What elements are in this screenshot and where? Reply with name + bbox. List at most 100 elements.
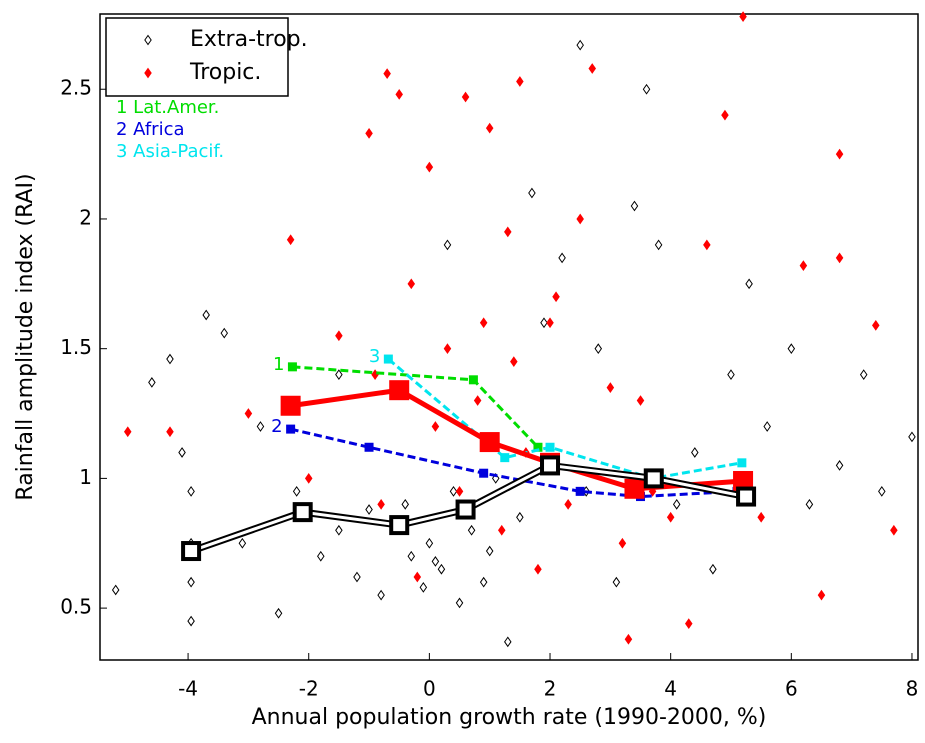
point <box>413 571 422 583</box>
y-axis-label: Rainfall amplitude index (RAI) <box>13 173 38 500</box>
point <box>594 343 603 355</box>
point <box>479 317 488 329</box>
line-marker <box>286 424 296 434</box>
point <box>111 584 120 596</box>
line-marker <box>383 354 393 364</box>
point <box>817 589 826 601</box>
y-tick-label: 2.5 <box>60 76 92 100</box>
point <box>148 377 156 388</box>
point <box>443 239 452 251</box>
line-marker <box>624 478 645 499</box>
line-marker <box>479 432 500 453</box>
point <box>491 473 500 484</box>
point <box>479 576 488 588</box>
point <box>890 524 898 536</box>
point <box>835 148 844 160</box>
line-marker <box>389 515 410 536</box>
series-label: 2 <box>271 416 282 437</box>
point <box>238 537 247 549</box>
point <box>335 524 343 536</box>
point <box>431 556 440 567</box>
x-tick-label: 2 <box>544 677 557 701</box>
point <box>528 187 536 199</box>
x-tick-label: 4 <box>664 677 677 701</box>
point <box>286 234 295 246</box>
point <box>425 161 434 173</box>
line-marker <box>455 499 476 520</box>
point <box>588 63 597 74</box>
point <box>709 563 717 575</box>
series-label: 3 <box>369 346 380 367</box>
point <box>636 395 645 406</box>
point <box>727 369 735 380</box>
point <box>449 485 458 497</box>
point <box>546 317 554 329</box>
point <box>187 576 195 588</box>
line-marker <box>287 362 297 372</box>
point <box>564 498 572 510</box>
point <box>461 91 470 103</box>
point <box>353 571 361 583</box>
point <box>618 537 627 549</box>
point <box>739 11 747 22</box>
line-marker <box>280 395 301 416</box>
y-tick-label: 1 <box>79 465 92 489</box>
x-tick-label: -4 <box>178 677 198 701</box>
line-marker <box>364 442 374 452</box>
point <box>745 278 753 290</box>
point <box>498 524 506 536</box>
line-marker <box>733 470 754 491</box>
x-tick-label: -2 <box>299 677 319 701</box>
line-marker <box>737 458 747 468</box>
point <box>317 550 325 562</box>
line-marker <box>736 486 757 507</box>
point <box>335 330 343 342</box>
point <box>437 563 446 575</box>
line <box>290 427 738 499</box>
point <box>455 485 464 497</box>
line-marker <box>540 455 561 476</box>
point <box>787 343 796 355</box>
point <box>485 122 494 134</box>
point <box>666 511 675 523</box>
x-tick-label: 0 <box>423 677 436 701</box>
y-tick-label: 0.5 <box>60 595 92 619</box>
point <box>516 511 524 523</box>
point <box>292 485 301 497</box>
point <box>443 343 452 355</box>
point <box>799 260 808 272</box>
point <box>540 317 548 329</box>
line-marker <box>292 502 313 523</box>
line-marker <box>389 380 410 401</box>
legend-label: 2 Africa <box>116 119 185 140</box>
point <box>504 226 512 238</box>
point <box>365 127 373 139</box>
point <box>672 498 681 510</box>
point <box>642 83 651 95</box>
point <box>335 369 343 380</box>
point <box>558 252 566 264</box>
point <box>703 239 711 251</box>
point <box>365 504 373 515</box>
y-tick-label: 1.5 <box>60 335 92 359</box>
legend-marker <box>144 67 152 79</box>
point <box>504 636 512 648</box>
point <box>202 309 210 321</box>
point <box>685 618 693 630</box>
point <box>691 447 699 458</box>
point <box>123 426 132 438</box>
legend-label: Extra-trop. <box>190 27 308 52</box>
point <box>630 200 639 212</box>
point <box>872 319 880 331</box>
point <box>425 537 434 549</box>
point <box>576 39 584 51</box>
point <box>516 76 524 87</box>
point <box>606 382 615 393</box>
plot-frame <box>99 13 919 661</box>
point <box>485 545 494 557</box>
line-marker <box>479 468 489 478</box>
y-tick-label: 2 <box>79 205 92 229</box>
point <box>256 421 265 432</box>
